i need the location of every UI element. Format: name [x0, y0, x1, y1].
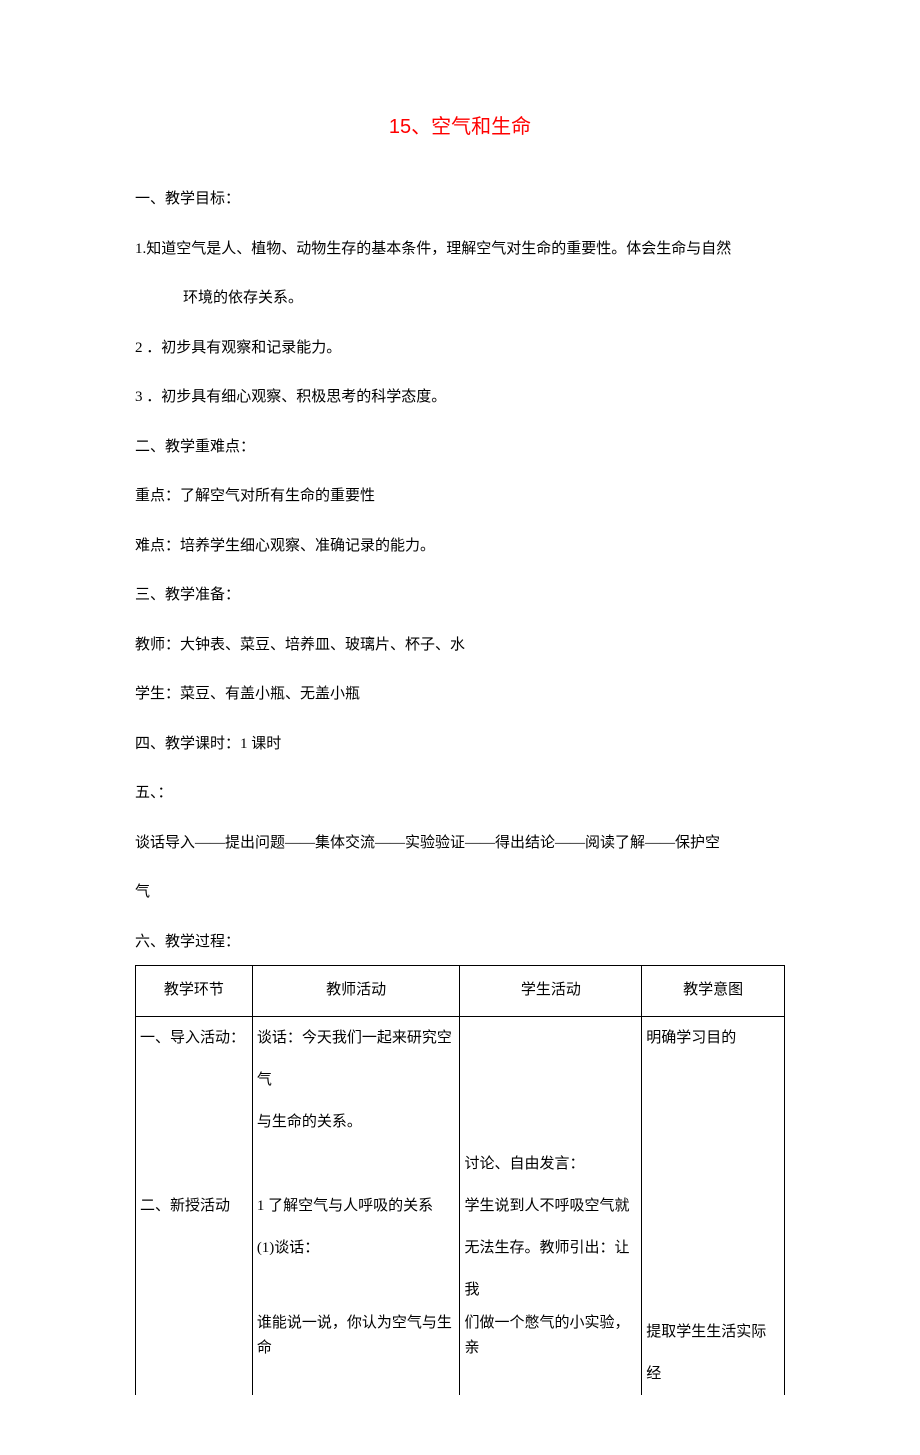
difficult-point: 难点：培养学生细心观察、准确记录的能力。 — [135, 534, 785, 560]
table-row: 与生命的关系。 — [136, 1101, 785, 1143]
cell-student: 讨论、自由发言： — [460, 1143, 642, 1185]
cell-stage — [136, 1143, 253, 1185]
teacher-prep: 教师：大钟表、菜豆、培养皿、玻璃片、杯子、水 — [135, 633, 785, 659]
cell-intent — [642, 1101, 785, 1143]
header-teacher: 教师活动 — [252, 966, 460, 1017]
cell-student: 学生说到人不呼吸空气就 — [460, 1185, 642, 1227]
objective-2: 2 ．初步具有观察和记录能力。 — [135, 336, 785, 362]
flow-line-1: 谈话导入——提出问题——集体交流——实验验证——得出结论——阅读了解——保护空 — [135, 831, 785, 857]
cell-teacher: 1 了解空气与人呼吸的关系 — [252, 1185, 460, 1227]
table-row: (1)谈话： 无法生存。教师引出：让我 — [136, 1227, 785, 1311]
table-row: 讨论、自由发言： — [136, 1143, 785, 1185]
table-row: 一、导入活动： 谈话：今天我们一起来研究空气 明确学习目的 — [136, 1016, 785, 1101]
header-stage: 教学环节 — [136, 966, 253, 1017]
section-5-heading: 五、： — [135, 781, 785, 807]
student-prep: 学生：菜豆、有盖小瓶、无盖小瓶 — [135, 682, 785, 708]
cell-student: 们做一个憋气的小实验，亲 — [460, 1311, 642, 1395]
objective-3: 3 ．初步具有细心观察、积极思考的科学态度。 — [135, 385, 785, 411]
cell-stage: 二、新授活动 — [136, 1185, 253, 1227]
cell-stage — [136, 1311, 253, 1395]
table-row: 谁能说一说，你认为空气与生命 们做一个憋气的小实验，亲 提取学生生活实际经 — [136, 1311, 785, 1395]
header-student: 学生活动 — [460, 966, 642, 1017]
cell-teacher: 谁能说一说，你认为空气与生命 — [252, 1311, 460, 1395]
table-row: 二、新授活动 1 了解空气与人呼吸的关系 学生说到人不呼吸空气就 — [136, 1185, 785, 1227]
cell-teacher: 谈话：今天我们一起来研究空气 — [252, 1016, 460, 1101]
cell-student: 无法生存。教师引出：让我 — [460, 1227, 642, 1311]
objective-1-line-b: 环境的依存关系。 — [135, 286, 785, 312]
table-header-row: 教学环节 教师活动 学生活动 教学意图 — [136, 966, 785, 1017]
key-point: 重点：了解空气对所有生命的重要性 — [135, 484, 785, 510]
cell-intent — [642, 1143, 785, 1185]
cell-teacher: (1)谈话： — [252, 1227, 460, 1311]
lesson-title: 15、空气和生命 — [135, 110, 785, 139]
section-1-heading: 一、教学目标： — [135, 187, 785, 213]
header-intent: 教学意图 — [642, 966, 785, 1017]
cell-teacher: 与生命的关系。 — [252, 1101, 460, 1143]
cell-intent — [642, 1227, 785, 1311]
cell-stage — [136, 1227, 253, 1311]
teaching-process-table: 教学环节 教师活动 学生活动 教学意图 一、导入活动： 谈话：今天我们一起来研究… — [135, 965, 785, 1395]
document-page: 15、空气和生命 一、教学目标： 1.知道空气是人、植物、动物生存的基本条件，理… — [0, 0, 920, 1455]
cell-intent — [642, 1185, 785, 1227]
section-3-heading: 三、教学准备： — [135, 583, 785, 609]
cell-stage — [136, 1101, 253, 1143]
flow-line-2: 气 — [135, 880, 785, 906]
section-6-heading: 六、教学过程： — [135, 930, 785, 956]
cell-intent: 提取学生生活实际经 — [642, 1311, 785, 1395]
section-4-heading: 四、教学课时：1 课时 — [135, 732, 785, 758]
objective-1-line-a: 1.知道空气是人、植物、动物生存的基本条件，理解空气对生命的重要性。体会生命与自… — [135, 237, 785, 263]
document-body: 一、教学目标： 1.知道空气是人、植物、动物生存的基本条件，理解空气对生命的重要… — [135, 187, 785, 1395]
cell-intent: 明确学习目的 — [642, 1016, 785, 1101]
cell-student — [460, 1101, 642, 1143]
section-2-heading: 二、教学重难点： — [135, 435, 785, 461]
cell-teacher — [252, 1143, 460, 1185]
cell-student — [460, 1016, 642, 1101]
cell-stage: 一、导入活动： — [136, 1016, 253, 1101]
